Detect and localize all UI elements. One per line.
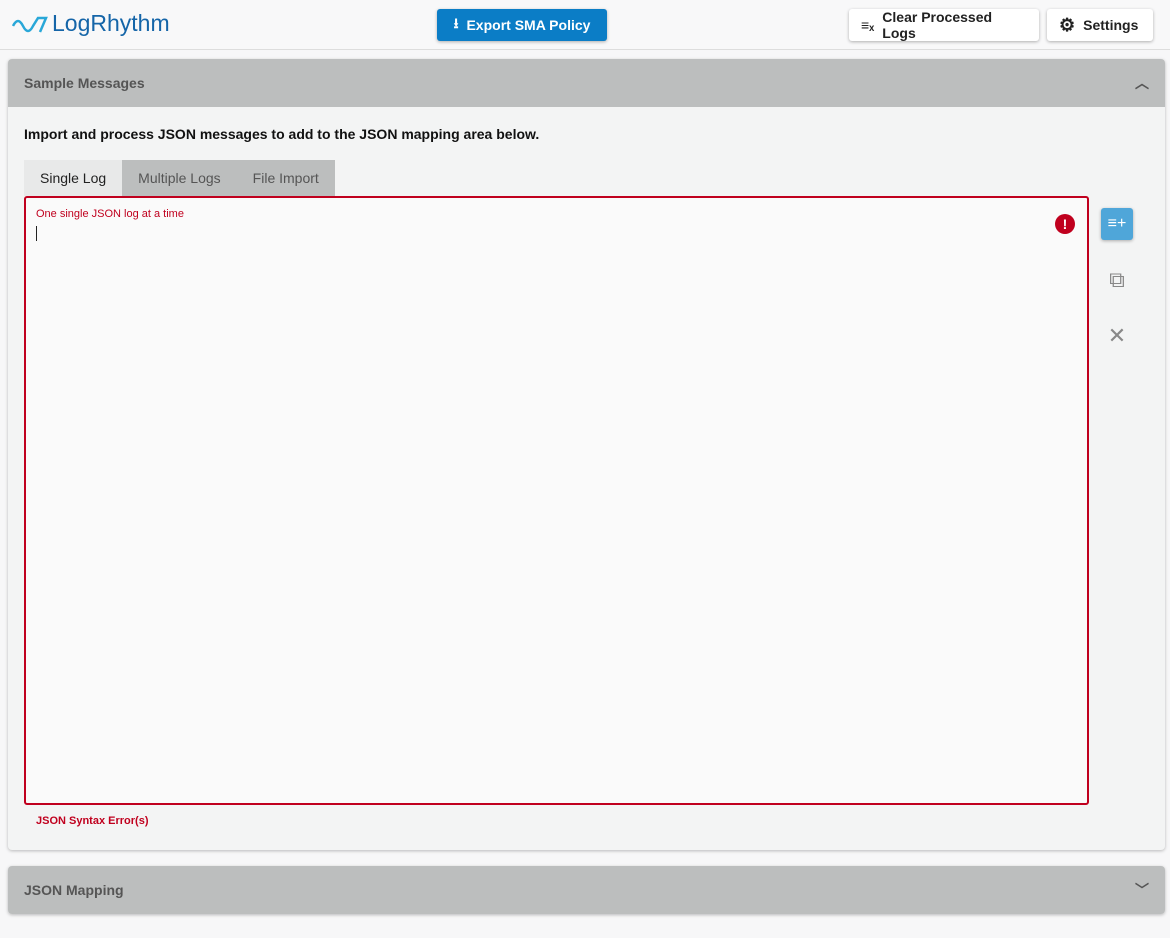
download-icon: ⭳ [453,15,459,31]
settings-button[interactable]: ⚙ Settings [1047,9,1153,41]
settings-label: Settings [1083,17,1139,33]
json-mapping-header[interactable]: JSON Mapping ﹀ [8,866,1165,914]
json-log-input[interactable]: One single JSON log at a time ! [24,196,1089,805]
close-icon: ✕ [1107,323,1127,348]
tabs: Single Log Multiple Logs File Import [24,160,335,196]
panel-title: Sample Messages [24,75,145,91]
copy-icon: ⧉ [1109,267,1125,292]
top-bar: LogRhythm ⭳ Export SMA Policy ≡ₓ Clear P… [0,0,1170,50]
copy-button[interactable]: ⧉ [1101,264,1133,296]
logo-wave-icon [12,16,48,32]
text-caret [36,226,37,241]
logo-text: LogRhythm [52,10,170,36]
clear-label: Clear Processed Logs [882,9,993,41]
tab-single-log[interactable]: Single Log [24,160,123,196]
json-mapping-panel: JSON Mapping ﹀ [8,866,1165,914]
playlist-add-icon: ≡+ [1107,215,1127,232]
error-message: JSON Syntax Error(s) [36,815,149,827]
gear-icon: ⚙ [1059,14,1076,35]
clear-input-button[interactable]: ✕ [1101,320,1133,352]
export-label: Export SMA Policy [466,17,591,33]
clear-all-icon: ≡ₓ [861,17,875,33]
description: Import and process JSON messages to add … [24,126,540,142]
sample-messages-panel: Sample Messages ︿ Import and process JSO… [8,59,1165,850]
error-icon: ! [1055,214,1075,234]
panel-title: JSON Mapping [24,882,124,898]
sample-messages-header[interactable]: Sample Messages ︿ [8,59,1165,107]
input-label: One single JSON log at a time [36,208,184,220]
logo: LogRhythm [12,10,170,37]
tab-multiple-logs[interactable]: Multiple Logs [122,160,237,196]
chevron-down-icon[interactable]: ﹀ [1135,882,1149,898]
tab-file-import[interactable]: File Import [236,160,335,196]
chevron-up-icon[interactable]: ︿ [1135,75,1149,91]
export-sma-policy-button[interactable]: ⭳ Export SMA Policy [437,9,607,41]
clear-processed-logs-button[interactable]: ≡ₓ Clear Processed Logs [849,9,1039,41]
add-log-button[interactable]: ≡+ [1101,208,1133,240]
